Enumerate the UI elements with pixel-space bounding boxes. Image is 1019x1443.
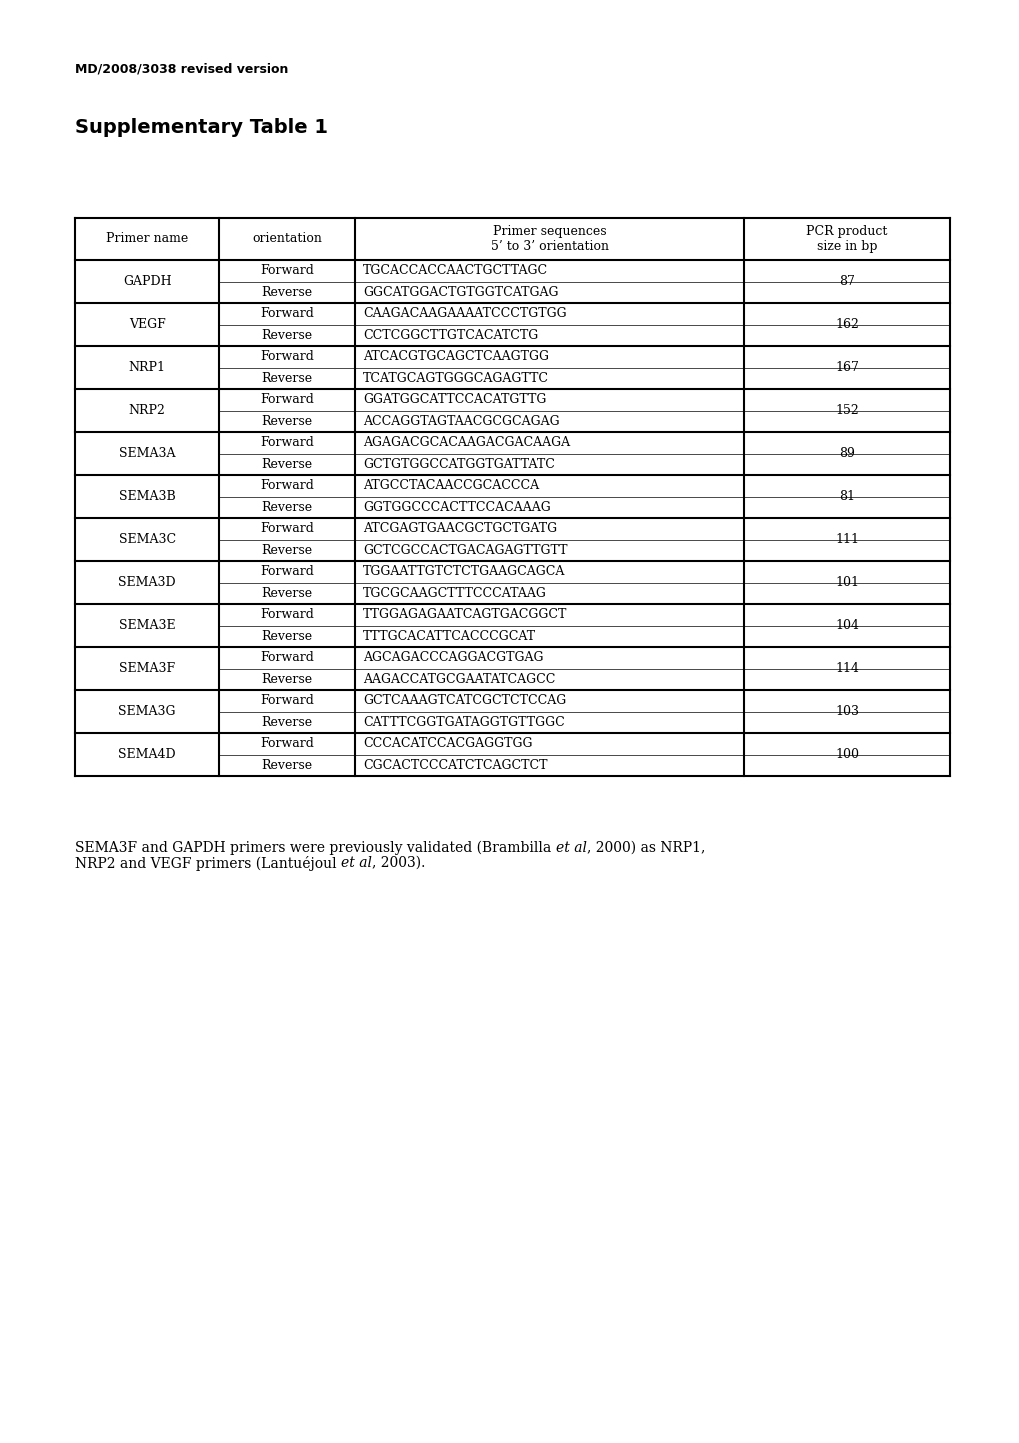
Text: Forward: Forward [260, 479, 314, 492]
Text: Forward: Forward [260, 394, 314, 407]
Text: Forward: Forward [260, 522, 314, 535]
Text: Forward: Forward [260, 436, 314, 449]
Text: MD/2008/3038 revised version: MD/2008/3038 revised version [75, 63, 288, 76]
Text: Forward: Forward [260, 264, 314, 277]
Text: Reverse: Reverse [261, 672, 313, 685]
Text: Primer name: Primer name [106, 232, 189, 245]
Text: ATCGAGTGAACGCTGCTGATG: ATCGAGTGAACGCTGCTGATG [363, 522, 556, 535]
Text: CATTTCGGTGATAGGTGTTGGC: CATTTCGGTGATAGGTGTTGGC [363, 716, 565, 729]
Text: Forward: Forward [260, 566, 314, 579]
Text: , 2000) as NRP1,: , 2000) as NRP1, [586, 841, 704, 854]
Text: SEMA3A: SEMA3A [119, 447, 175, 460]
Text: NRP2 and VEGF primers (Lantuéjoul: NRP2 and VEGF primers (Lantuéjoul [75, 856, 340, 872]
Text: GGCATGGACTGTGGTCATGAG: GGCATGGACTGTGGTCATGAG [363, 286, 558, 299]
Text: PCR product
size in bp: PCR product size in bp [806, 225, 887, 253]
Text: TTTGCACATTCACCCGCAT: TTTGCACATTCACCCGCAT [363, 629, 536, 642]
Text: TGCACCACCAACTGCTTAGC: TGCACCACCAACTGCTTAGC [363, 264, 548, 277]
Text: GCTCGCCACTGACAGAGTTGTT: GCTCGCCACTGACAGAGTTGTT [363, 544, 568, 557]
Text: SEMA3G: SEMA3G [118, 706, 175, 719]
Text: Forward: Forward [260, 694, 314, 707]
Text: Forward: Forward [260, 351, 314, 364]
Text: Reverse: Reverse [261, 414, 313, 427]
Text: TGGAATTGTCTCTGAAGCAGCA: TGGAATTGTCTCTGAAGCAGCA [363, 566, 565, 579]
Text: SEMA3C: SEMA3C [118, 532, 175, 545]
Text: TTGGAGAGAATCAGTGACGGCT: TTGGAGAGAATCAGTGACGGCT [363, 609, 567, 622]
Text: 111: 111 [835, 532, 858, 545]
Text: Supplementary Table 1: Supplementary Table 1 [75, 118, 328, 137]
Text: ATGCCTACAACCGCACCCA: ATGCCTACAACCGCACCCA [363, 479, 539, 492]
Text: 103: 103 [835, 706, 858, 719]
Text: SEMA3D: SEMA3D [118, 576, 176, 589]
Text: CCCACATCCACGAGGTGG: CCCACATCCACGAGGTGG [363, 737, 532, 750]
Text: NRP1: NRP1 [128, 361, 165, 374]
Text: GCTCAAAGTCATCGCTCTCCAG: GCTCAAAGTCATCGCTCTCCAG [363, 694, 566, 707]
Text: Reverse: Reverse [261, 372, 313, 385]
Text: SEMA3E: SEMA3E [119, 619, 175, 632]
Text: AAGACCATGCGAATATCAGCC: AAGACCATGCGAATATCAGCC [363, 672, 555, 685]
Text: SEMA3F and GAPDH primers were previously validated (Brambilla: SEMA3F and GAPDH primers were previously… [75, 841, 555, 856]
Text: Reverse: Reverse [261, 329, 313, 342]
Text: et al: et al [340, 856, 372, 870]
Text: GGTGGCCCACTTCCACAAAG: GGTGGCCCACTTCCACAAAG [363, 501, 550, 514]
Text: CGCACTCCCATCTCAGCTCT: CGCACTCCCATCTCAGCTCT [363, 759, 547, 772]
Text: CCTCGGCTTGTCACATCTG: CCTCGGCTTGTCACATCTG [363, 329, 538, 342]
Text: 89: 89 [839, 447, 854, 460]
Text: Forward: Forward [260, 651, 314, 664]
Text: 87: 87 [839, 276, 854, 289]
Text: ACCAGGTAGTAACGCGCAGAG: ACCAGGTAGTAACGCGCAGAG [363, 414, 559, 427]
Text: Reverse: Reverse [261, 716, 313, 729]
Text: AGAGACGCACAAGACGACAAGA: AGAGACGCACAAGACGACAAGA [363, 436, 570, 449]
Text: TGCGCAAGCTTTCCCATAAG: TGCGCAAGCTTTCCCATAAG [363, 587, 546, 600]
Text: Forward: Forward [260, 609, 314, 622]
Text: 100: 100 [835, 747, 858, 760]
Text: 162: 162 [835, 317, 858, 330]
Text: CAAGACAAGAAAATCCCTGTGG: CAAGACAAGAAAATCCCTGTGG [363, 307, 567, 320]
Text: GCTGTGGCCATGGTGATTATC: GCTGTGGCCATGGTGATTATC [363, 457, 554, 470]
Text: Reverse: Reverse [261, 501, 313, 514]
Text: , 2003).: , 2003). [372, 856, 425, 870]
Text: 152: 152 [835, 404, 858, 417]
Text: NRP2: NRP2 [128, 404, 165, 417]
Text: GGATGGCATTCCACATGTTG: GGATGGCATTCCACATGTTG [363, 394, 546, 407]
Text: TCATGCAGTGGGCAGAGTTC: TCATGCAGTGGGCAGAGTTC [363, 372, 548, 385]
Text: 101: 101 [835, 576, 858, 589]
Text: SEMA4D: SEMA4D [118, 747, 176, 760]
Text: Reverse: Reverse [261, 759, 313, 772]
Text: orientation: orientation [252, 232, 322, 245]
Text: Reverse: Reverse [261, 587, 313, 600]
Text: VEGF: VEGF [128, 317, 165, 330]
Text: Reverse: Reverse [261, 286, 313, 299]
Text: 114: 114 [835, 662, 858, 675]
Text: Reverse: Reverse [261, 629, 313, 642]
Text: 167: 167 [835, 361, 858, 374]
Text: 104: 104 [835, 619, 858, 632]
Text: SEMA3F: SEMA3F [119, 662, 175, 675]
Text: Forward: Forward [260, 737, 314, 750]
Text: 81: 81 [839, 491, 854, 504]
Text: et al: et al [555, 841, 586, 854]
Text: Forward: Forward [260, 307, 314, 320]
Text: ATCACGTGCAGCTCAAGTGG: ATCACGTGCAGCTCAAGTGG [363, 351, 548, 364]
Text: Reverse: Reverse [261, 544, 313, 557]
Text: AGCAGACCCAGGACGTGAG: AGCAGACCCAGGACGTGAG [363, 651, 543, 664]
Text: SEMA3B: SEMA3B [118, 491, 175, 504]
Text: Primer sequences
5’ to 3’ orientation: Primer sequences 5’ to 3’ orientation [490, 225, 608, 253]
Text: Reverse: Reverse [261, 457, 313, 470]
Text: GAPDH: GAPDH [122, 276, 171, 289]
